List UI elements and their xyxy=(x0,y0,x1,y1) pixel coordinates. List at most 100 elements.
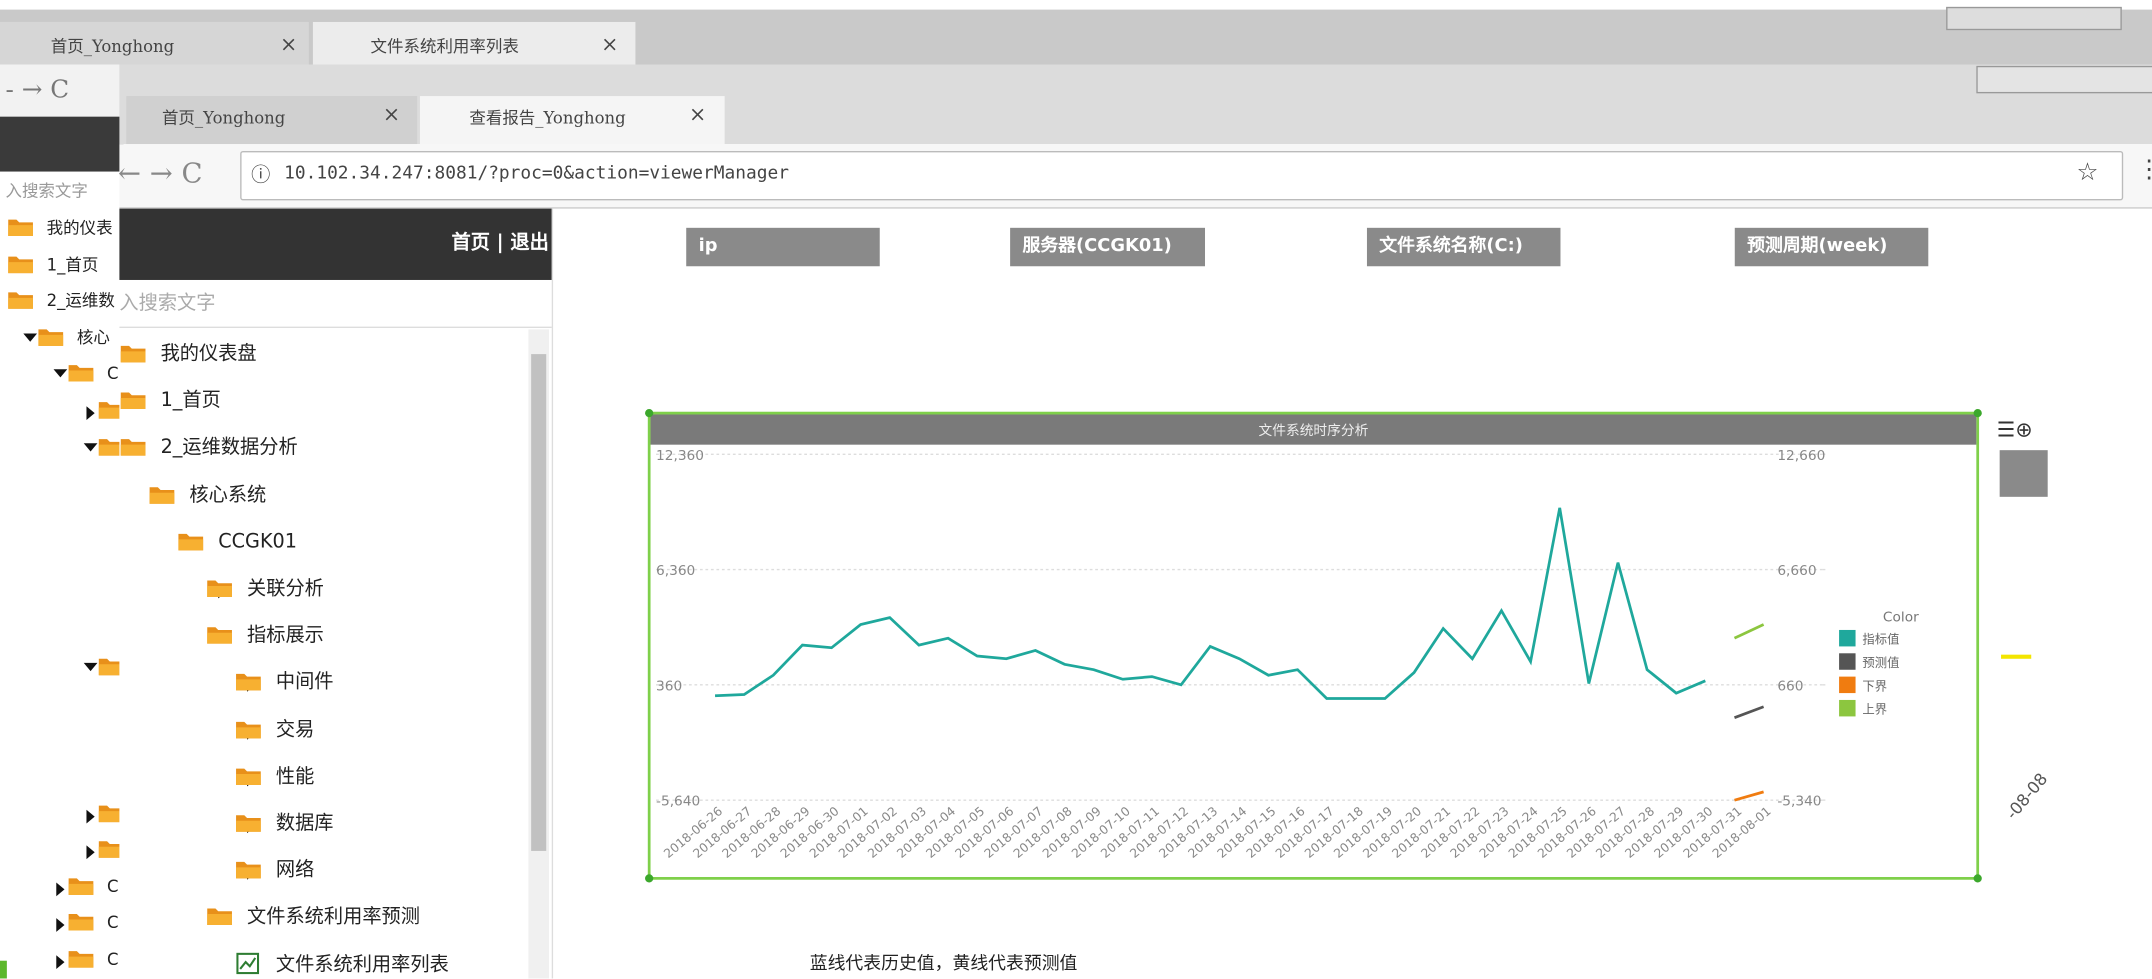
tree-arrow[interactable] xyxy=(83,662,98,672)
chart-title: 文件系统时序分析 xyxy=(1259,423,1369,439)
handle[interactable] xyxy=(1973,874,1982,883)
address-bar[interactable] xyxy=(240,150,2124,201)
menu[interactable]: ⋮ xyxy=(2137,155,2152,184)
tree-arrow[interactable] xyxy=(53,369,68,378)
tree-item[interactable]: 关联分析 xyxy=(247,577,324,600)
tree-item[interactable]: 数据库 xyxy=(275,812,334,835)
y-tick-label: 12,360 xyxy=(656,448,704,464)
folder-icon xyxy=(236,815,261,832)
back-search[interactable]: 入搜索文字 xyxy=(5,181,88,201)
tree-item[interactable]: 1_首页 xyxy=(46,255,99,275)
line xyxy=(1733,705,1765,719)
tree-item[interactable]: C xyxy=(107,876,119,897)
tree-item[interactable]: 中间件 xyxy=(275,671,334,694)
legend-swatch xyxy=(1839,629,1856,647)
tree-item[interactable]: CCGK01 xyxy=(218,530,298,553)
folder-icon xyxy=(207,580,232,598)
tree-item[interactable]: 指标展示 xyxy=(247,624,324,647)
close-icon[interactable]: × xyxy=(279,31,298,57)
folder-icon xyxy=(178,533,204,551)
tab-active[interactable] xyxy=(419,96,725,145)
tree-item[interactable]: C xyxy=(107,949,119,969)
tree-item[interactable]: C xyxy=(107,912,119,932)
handle[interactable] xyxy=(1973,408,1982,418)
window-buttons[interactable] xyxy=(1946,6,2122,31)
tree-item[interactable]: 文件系统利用率预测 xyxy=(247,906,420,929)
side-panel-icons[interactable]: ☰⊕ xyxy=(1996,417,2033,442)
back-sidebar-header xyxy=(0,116,124,172)
close-icon[interactable]: × xyxy=(601,31,619,57)
folder-icon xyxy=(236,862,261,879)
tab-label: 查看报告_Yonghong xyxy=(469,108,626,128)
tree-item[interactable]: 2_运维数据分析 xyxy=(160,436,298,459)
folder-icon xyxy=(98,402,124,419)
legend-label: 指标值 xyxy=(1862,632,1899,647)
tree-item[interactable]: 2_运维数 xyxy=(46,290,115,311)
info-icon[interactable]: ⓘ xyxy=(251,164,271,187)
tree-item[interactable]: 性能 xyxy=(275,765,315,788)
folder-icon xyxy=(98,805,124,823)
filter-label[interactable]: 文件系统名称(C:) xyxy=(1366,227,1561,267)
filter-label[interactable]: 服务器(CCGK01) xyxy=(1010,227,1206,267)
legend-swatch xyxy=(1839,699,1856,717)
tree-arrow[interactable] xyxy=(83,443,98,452)
folder-icon xyxy=(207,909,232,926)
bookmark-star[interactable]: ☆ xyxy=(2076,157,2099,187)
tree-item[interactable]: 网络 xyxy=(275,859,315,882)
close-icon[interactable]: × xyxy=(382,101,401,127)
back-tab[interactable] xyxy=(0,21,309,65)
line xyxy=(1733,623,1765,640)
folder-icon xyxy=(236,721,261,738)
scrollbar-thumb[interactable] xyxy=(531,354,547,851)
nav-buttons[interactable]: - → C xyxy=(5,75,70,105)
tree-item[interactable]: 我的仪表 xyxy=(46,218,113,238)
status-marker xyxy=(0,960,7,979)
handle[interactable] xyxy=(645,408,654,418)
side-panel-header xyxy=(1999,450,2048,497)
tree-item[interactable]: 我的仪表盘 xyxy=(160,343,257,366)
filter-label[interactable]: 预测周期(week) xyxy=(1734,227,1929,267)
report-icon xyxy=(236,952,260,974)
tree-item[interactable]: C xyxy=(107,363,119,383)
y-tick-label: -5,640 xyxy=(656,794,700,810)
filter-label[interactable]: ip xyxy=(686,227,880,267)
folder-icon xyxy=(8,256,33,274)
folder-icon xyxy=(120,345,146,363)
back-tab-label: 首页_Yonghong xyxy=(50,37,175,57)
sidebar-search[interactable]: 入搜索文字 xyxy=(119,292,216,315)
back-tab-active[interactable] xyxy=(312,21,636,65)
tab[interactable] xyxy=(126,96,418,145)
tree-arrow[interactable] xyxy=(86,845,95,860)
folder-icon xyxy=(68,951,94,968)
tree-arrow[interactable] xyxy=(86,406,95,420)
y2-tick-label: 12,660 xyxy=(1777,448,1825,464)
window-buttons[interactable] xyxy=(1976,65,2152,94)
folder-icon xyxy=(68,878,94,895)
tree-arrow[interactable] xyxy=(86,809,95,824)
y2-tick-label: 660 xyxy=(1777,678,1803,694)
nav-buttons[interactable]: ← → C xyxy=(118,156,203,190)
legend-label: 预测值 xyxy=(1862,655,1899,670)
tree-item[interactable]: 核心 xyxy=(76,328,110,348)
tree-item[interactable]: 1_首页 xyxy=(160,390,221,412)
close-icon[interactable]: × xyxy=(688,101,707,127)
folder-icon xyxy=(98,658,124,676)
sidebar xyxy=(119,328,552,979)
tree-item[interactable]: 交易 xyxy=(275,718,315,741)
tree-arrow[interactable] xyxy=(56,882,65,897)
tree-arrow[interactable] xyxy=(56,918,65,932)
y-tick-label: 360 xyxy=(656,678,682,694)
tree-item[interactable]: 文件系统利用率列表 xyxy=(275,953,449,976)
tree-arrow[interactable] xyxy=(23,333,38,342)
header-links[interactable]: 首页 | 退出 xyxy=(451,231,549,254)
tree-item[interactable]: 核心系统 xyxy=(189,483,267,506)
chart-header xyxy=(650,414,1977,445)
tree-arrow[interactable] xyxy=(56,955,65,969)
url: 10.102.34.247:8081/?proc=0&action=viewer… xyxy=(284,163,789,184)
sidebar-search-box[interactable] xyxy=(119,279,552,329)
handle[interactable] xyxy=(645,874,654,883)
folder-icon xyxy=(68,365,94,382)
